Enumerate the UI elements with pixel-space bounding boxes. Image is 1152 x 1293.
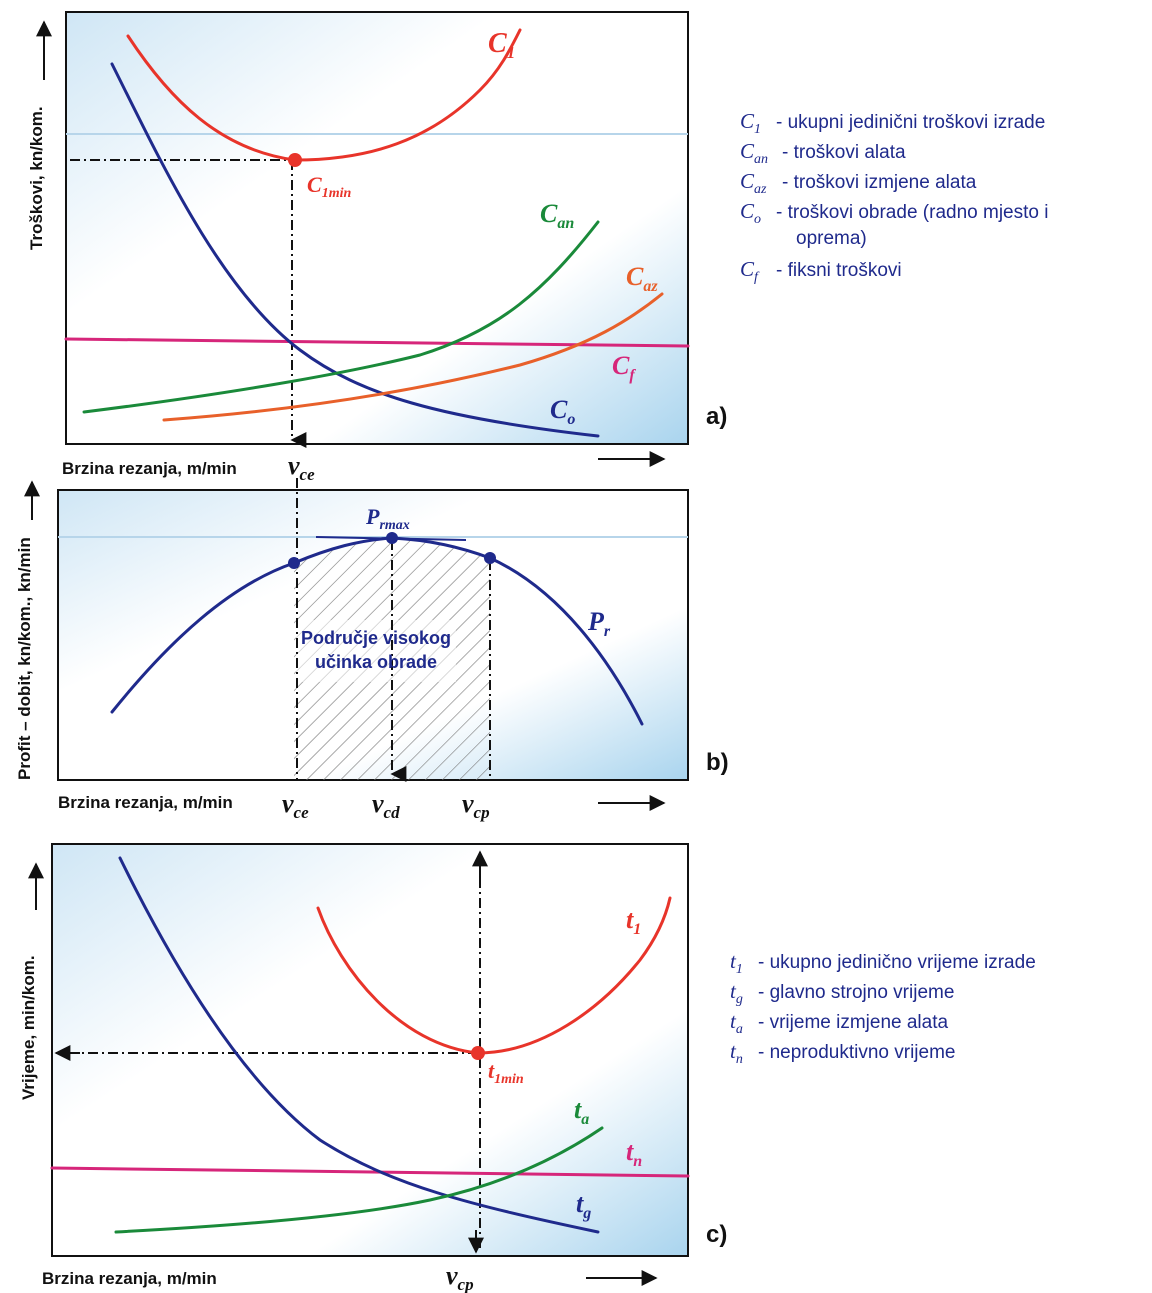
prmax-point — [386, 532, 398, 544]
vcp-label-c: vcp — [446, 1261, 474, 1293]
c1-label: C1 — [488, 28, 515, 62]
can-label: Can — [540, 199, 574, 232]
legend-a-item-c1: C1 - ukupni jedinični troškovi izrade — [740, 109, 1045, 137]
panel-c-x-axis-label: Brzina rezanja, m/min — [42, 1269, 217, 1288]
panel-c-y-axis-label: Vrijeme, min/kom. — [19, 955, 38, 1100]
legend-a-item-caz: Caz - troškovi izmjene alata — [740, 169, 977, 197]
c1min-point — [288, 153, 302, 167]
panel-c: t1 t1min ta tn tg Vrijeme, min/kom. Brzi… — [19, 843, 727, 1293]
panel-a-y-axis-label: Troškovi, kn/kom. — [27, 106, 46, 250]
svg-text:tg: tg — [730, 979, 743, 1007]
panel-b-label: b) — [706, 749, 729, 776]
panel-b-y-axis-label: Profit – dobit, kn/kom., kn/min — [15, 537, 34, 780]
svg-text:Caz: Caz — [740, 169, 767, 197]
panel-c-frame — [51, 843, 689, 1257]
panel-a-x-axis-label: Brzina rezanja, m/min — [62, 459, 237, 478]
vce-label-a: vce — [288, 451, 315, 484]
panel-a-legend: C1 - ukupni jedinični troškovi izrade Ca… — [740, 109, 1048, 285]
svg-text:t1: t1 — [730, 949, 743, 977]
t1-curve — [316, 896, 672, 1055]
t1min-label: t1min — [488, 1058, 524, 1087]
prmax-label: Prmax — [365, 504, 410, 533]
vcd-label: vcd — [372, 789, 400, 822]
svg-text:- ukupno jedinično vrijeme izr: - ukupno jedinično vrijeme izrade — [758, 952, 1036, 973]
svg-text:- glavno strojno vrijeme: - glavno strojno vrijeme — [758, 982, 954, 1003]
svg-text:oprema): oprema) — [796, 228, 867, 249]
vce-label-b: vce — [282, 789, 309, 822]
cf-label: Cf — [612, 351, 636, 384]
svg-text:C1: C1 — [740, 109, 761, 137]
vcp-label-b: vcp — [462, 789, 490, 822]
pr-point-vce — [288, 557, 300, 569]
tg-curve — [118, 856, 600, 1234]
legend-c-item-t1: t1 - ukupno jedinično vrijeme izrade — [730, 949, 1036, 977]
panel-a-frame — [65, 11, 689, 445]
c1-curve — [126, 28, 522, 162]
co-curve — [110, 62, 600, 438]
pr-point-vcp — [484, 552, 496, 564]
legend-a-item-cf: Cf - fiksni troškovi — [740, 257, 902, 285]
ta-label: ta — [574, 1095, 589, 1128]
legend-c-item-tg: tg - glavno strojno vrijeme — [730, 979, 954, 1007]
tn-label: tn — [626, 1137, 642, 1170]
tg-label: tg — [576, 1189, 591, 1222]
legend-a-item-co: Co - troškovi obrade (radno mjesto i opr… — [740, 199, 1048, 249]
panel-a-label: a) — [706, 403, 727, 430]
can-curve — [82, 220, 600, 414]
panel-c-legend: t1 - ukupno jedinično vrijeme izrade tg … — [730, 949, 1036, 1067]
svg-text:- neproduktivno vrijeme: - neproduktivno vrijeme — [758, 1042, 955, 1063]
svg-text:- troškovi alata: - troškovi alata — [782, 142, 906, 163]
panel-a: C1 C1min Can Caz Cf Co Troškovi, kn/kom.… — [27, 11, 727, 484]
panel-b-x-axis-label: Brzina rezanja, m/min — [58, 793, 233, 812]
pr-label: Pr — [587, 607, 611, 640]
svg-text:Can: Can — [740, 139, 768, 167]
caz-label: Caz — [626, 262, 658, 295]
caz-curve — [162, 292, 664, 422]
region-label-line1: Područje visokog — [301, 628, 451, 648]
region-text-bg — [296, 620, 456, 682]
svg-text:tn: tn — [730, 1039, 743, 1067]
tn-curve — [50, 1166, 690, 1178]
region-label-line2: učinka obrade — [315, 652, 437, 672]
svg-text:Co: Co — [740, 199, 761, 227]
svg-text:- troškovi izmjene alata: - troškovi izmjene alata — [782, 172, 977, 193]
t1-label: t1 — [626, 905, 641, 938]
svg-text:Cf: Cf — [740, 257, 760, 285]
panel-b: Prmax Pr Područje visokog učinka obrade … — [15, 478, 729, 822]
legend-a-item-can: Can - troškovi alata — [740, 139, 906, 167]
legend-c-item-tn: tn - neproduktivno vrijeme — [730, 1039, 955, 1067]
t1min-point — [471, 1046, 485, 1060]
svg-text:- fiksni troškovi: - fiksni troškovi — [776, 260, 902, 281]
ta-curve — [114, 1126, 604, 1234]
panel-c-label: c) — [706, 1221, 727, 1248]
co-label: Co — [550, 395, 575, 428]
svg-text:ta: ta — [730, 1009, 743, 1037]
cf-curve — [64, 337, 690, 348]
legend-c-item-ta: ta - vrijeme izmjene alata — [730, 1009, 948, 1037]
svg-text:- vrijeme izmjene alata: - vrijeme izmjene alata — [758, 1012, 948, 1033]
svg-text:- ukupni jedinični troškovi iz: - ukupni jedinični troškovi izrade — [776, 112, 1045, 133]
svg-text:- troškovi obrade (radno mjest: - troškovi obrade (radno mjesto i — [776, 202, 1048, 223]
c1min-label: C1min — [307, 172, 351, 201]
